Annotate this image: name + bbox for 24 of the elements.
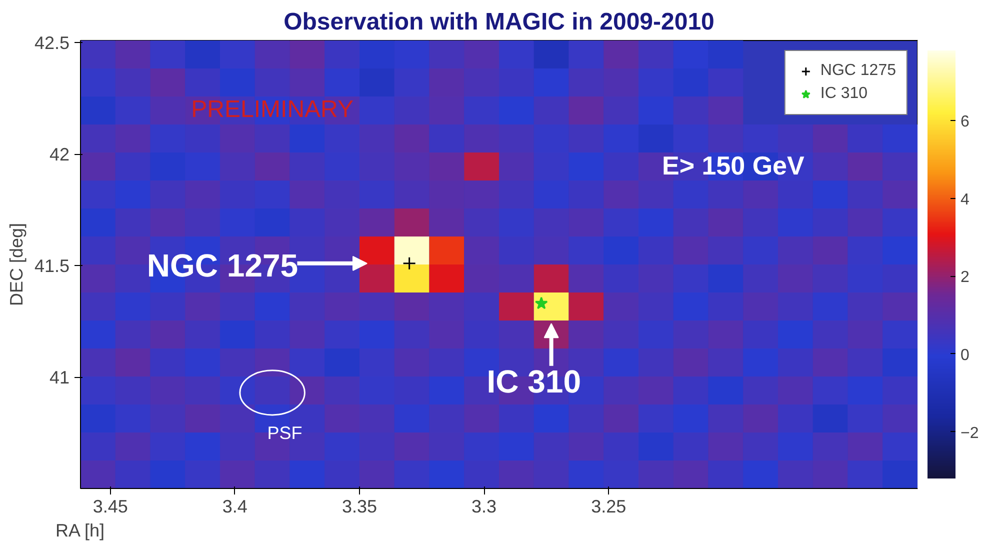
y-tick-label: 42: [49, 144, 70, 165]
color-bar-label: −2: [960, 424, 979, 442]
color-bar-label: 2: [960, 269, 970, 286]
legend-label: NGC 1275: [820, 62, 896, 80]
annotation: NGC 1275: [146, 248, 298, 284]
annotation: IC 310: [486, 364, 582, 400]
y-tick-label: 42.5: [34, 33, 70, 54]
y-axis-title: DEC [deg]: [6, 222, 26, 306]
x-axis-title: RA [h]: [55, 520, 105, 540]
annotation: E> 150 GeV: [662, 150, 806, 180]
x-tick-label: 3.25: [591, 496, 626, 516]
legend-label: IC 310: [820, 85, 868, 103]
annotation: PSF: [267, 422, 302, 443]
color-bar-label: 4: [960, 191, 970, 208]
x-tick-label: 3.45: [92, 496, 128, 516]
y-tick-label: 41: [49, 368, 70, 388]
annotation: PRELIMINARY: [191, 96, 354, 124]
x-tick-label: 3.4: [222, 496, 248, 516]
chart-title: Observation with MAGIC in 2009-2010: [284, 8, 714, 36]
x-tick-label: 3.35: [342, 496, 378, 516]
x-tick-label: 3.3: [472, 496, 497, 516]
y-tick-label: 41.5: [34, 256, 70, 276]
color-bar-label: 0: [960, 346, 970, 364]
color-bar-label: 6: [960, 114, 970, 131]
